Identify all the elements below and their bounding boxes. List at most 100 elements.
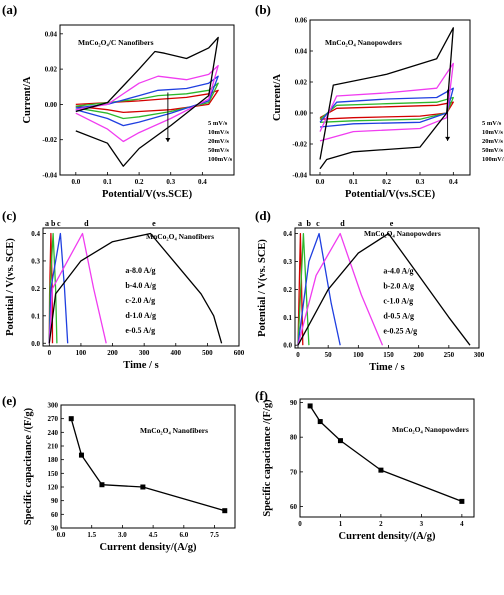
y-tick-label: 0.00 [45, 101, 58, 109]
x-tick-label: 200 [413, 351, 424, 359]
legend-entry: 100mV/s [208, 156, 233, 163]
y-tick-label: 30 [51, 525, 59, 533]
y-tick-label: 70 [290, 468, 298, 476]
x-tick-label: 100 [353, 351, 364, 359]
y-tick-label: 0.0 [31, 340, 40, 348]
x-tick-label: 600 [234, 349, 245, 357]
x-tick-label: 1 [339, 520, 343, 528]
y-tick-label: 90 [51, 497, 59, 505]
curve-tag: a [45, 219, 49, 228]
data-point [222, 508, 228, 514]
data-point [337, 438, 343, 444]
y-tick-label: 0.02 [295, 79, 308, 87]
x-tick-label: 3.0 [118, 531, 127, 539]
y-tick-label: 60 [51, 511, 59, 519]
legend-entry: 50mV/s [208, 147, 229, 154]
legend-entry: b-4.0 A/g [125, 281, 156, 290]
y-tick-label: 0.4 [31, 230, 40, 238]
curve-tag: d [340, 219, 345, 228]
arrow-down-icon [165, 138, 171, 142]
x-tick-label: 200 [107, 349, 118, 357]
series-line [48, 232, 69, 344]
y-tick-label: -0.04 [42, 172, 57, 180]
plot-frame [59, 24, 235, 176]
legend-entry: 5 mV/s [482, 120, 502, 127]
series-line [319, 101, 454, 120]
series-line [297, 232, 304, 346]
y-tick-label: 0.4 [283, 230, 292, 238]
y-tick-label: 60 [290, 503, 298, 511]
x-axis-label: Potential/V(vs.SCE) [102, 189, 193, 200]
x-tick-label: 0.1 [103, 178, 112, 186]
x-tick-label: 0.3 [416, 178, 425, 186]
series-line [309, 405, 463, 503]
curve-tag: c [316, 219, 320, 228]
legend-entry: e-0.25 A/g [383, 327, 417, 336]
series-line [75, 36, 219, 167]
series-line [297, 232, 471, 346]
series-line [319, 27, 454, 170]
series-line [319, 62, 454, 142]
x-tick-label: 100 [76, 349, 87, 357]
y-axis-label: Potential / V(vs. SCE) [257, 239, 268, 337]
panel-annotation: MnCo₂O₄/C Nanofibers [78, 38, 154, 47]
legend-entry: 20mV/s [208, 138, 229, 145]
y-axis-label: Potential / V(vs. SCE) [5, 238, 16, 336]
x-tick-label: 4.5 [149, 531, 158, 539]
x-tick-label: 7.5 [210, 531, 219, 539]
series-line [297, 232, 384, 346]
legend-entry: 100mV/s [482, 156, 504, 163]
plot-frame [309, 19, 471, 176]
data-point [317, 419, 323, 425]
x-tick-label: 3 [420, 520, 424, 528]
y-tick-label: 0.1 [283, 314, 292, 322]
data-point [307, 403, 313, 409]
series-line [297, 232, 341, 346]
plot-frame [299, 398, 475, 518]
legend-entry: 10mV/s [482, 129, 503, 136]
x-axis-label: Time / s [123, 360, 158, 371]
curve-tag: a [298, 219, 302, 228]
y-tick-label: 0.04 [295, 48, 308, 56]
panel-b: (b) MnCo₂O₄ Nanopowders 0.0 0.1 0.2 0.3 0.4 -0.… [255, 2, 504, 200]
data-point [378, 467, 384, 473]
x-tick-label: 0.0 [57, 531, 66, 539]
y-tick-label: 90 [290, 399, 298, 407]
curve-tag: e [390, 219, 394, 228]
y-tick-label: 0.0 [283, 342, 292, 350]
y-tick-label: 0.3 [283, 258, 292, 266]
y-tick-label: 300 [48, 402, 59, 410]
x-axis-label: Potential/V(vs.SCE) [345, 189, 436, 200]
series-line [48, 232, 107, 344]
panel-e: (e) MnCo₂O₄ Nanofibers 0.0 1.5 3.0 4.5 6.0 7.5 3… [2, 393, 236, 553]
y-tick-label: 0.00 [295, 110, 308, 118]
series-line [75, 89, 219, 114]
x-tick-label: 2 [379, 520, 383, 528]
x-tick-label: 400 [171, 349, 182, 357]
arrow-down-icon [445, 136, 451, 141]
plot-frame [42, 227, 240, 347]
y-tick-label: 0.2 [31, 285, 40, 293]
panel-annotation: MnCo₂O₄ Nanopowders [325, 38, 402, 47]
y-tick-label: 240 [48, 429, 59, 437]
y-tick-label: 210 [48, 443, 59, 451]
y-tick-label: 0.02 [45, 66, 58, 74]
y-tick-label: -0.02 [42, 136, 57, 144]
y-axis-label: Specific capacitance /(F/g) [262, 399, 273, 517]
y-tick-label: 0.2 [283, 286, 292, 294]
y-tick-label: 0.06 [295, 17, 308, 25]
curve-tag: b [306, 219, 311, 228]
panel-a: (a) MnCo₂O₄/C Nanofibers 0.0 0.1 0.2 0.3 0.4 -0… [2, 2, 235, 200]
panel-letter: (b) [255, 2, 271, 17]
legend-entry: 5 mV/s [208, 120, 228, 127]
x-tick-label: 300 [474, 351, 485, 359]
panel-letter: (a) [2, 2, 17, 17]
panel-c: (c) MnCo₂O₄ Nanofibers 0 100 200 300 400 500 600… [2, 208, 245, 371]
x-axis-label: Current density/(A/g) [339, 531, 436, 542]
curve-tag: d [84, 219, 89, 228]
legend-entry: c-2.0 A/g [125, 296, 155, 305]
x-tick-label: 0.3 [166, 178, 175, 186]
y-axis-label: Specific capacitance /(F/g) [23, 407, 34, 525]
panel-letter: (d) [255, 208, 271, 223]
